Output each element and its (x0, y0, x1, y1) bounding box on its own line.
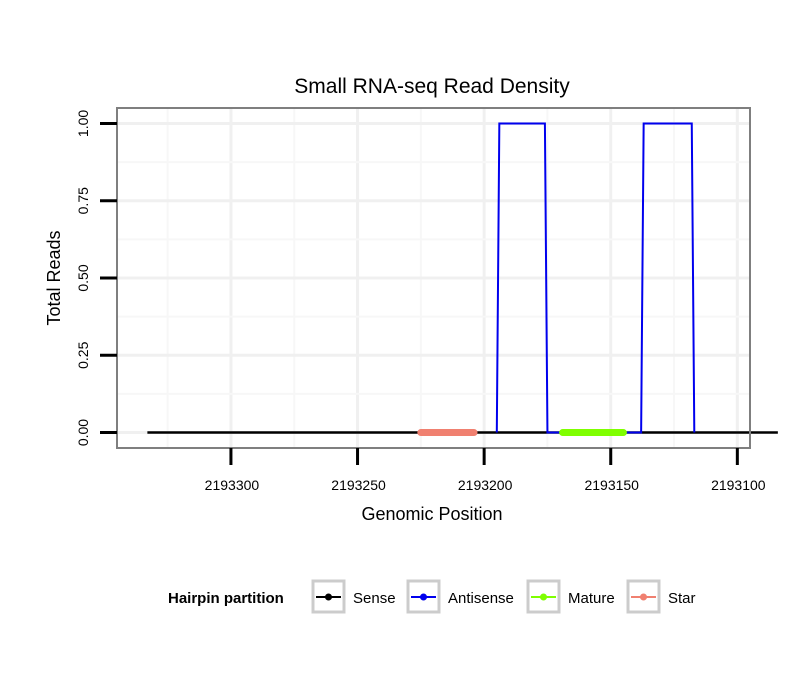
legend-item-star: Star (626, 579, 696, 614)
y-tick-label: 0.50 (75, 264, 91, 291)
y-tick-label: 0.75 (75, 187, 91, 214)
y-tick-label: 1.00 (75, 110, 91, 137)
legend-item-label: Sense (353, 590, 396, 607)
x-tick-label: 2193100 (711, 477, 766, 493)
x-tick-label: 2193300 (205, 477, 260, 493)
legend-key-point (540, 593, 547, 601)
legend-item-label: Star (668, 590, 696, 607)
legend-title: Hairpin partition (168, 590, 284, 607)
x-axis-label: Genomic Position (361, 504, 502, 524)
y-tick-label: 0.00 (75, 419, 91, 446)
legend-item-label: Mature (568, 590, 615, 607)
legend-item-antisense: Antisense (406, 579, 514, 614)
x-tick-label: 2193150 (584, 477, 639, 493)
chart-title: Small RNA-seq Read Density (294, 75, 570, 98)
legend-key-point (420, 593, 427, 601)
y-axis: 0.00 0.25 0.50 0.75 1.00 (75, 110, 117, 446)
legend: Hairpin partition Sense Antisense Mature St… (168, 579, 696, 614)
legend-key-point (640, 593, 647, 601)
legend-item-mature: Mature (526, 579, 615, 614)
series-layer (147, 122, 778, 437)
legend-item-label: Antisense (448, 590, 514, 607)
x-tick-label: 2193200 (458, 477, 513, 493)
legend-key-point (325, 593, 332, 601)
legend-item-sense: Sense (311, 579, 396, 614)
x-tick-label: 2193250 (331, 477, 386, 493)
y-tick-label: 0.25 (75, 341, 91, 368)
y-axis-label: Total Reads (44, 230, 64, 325)
x-axis: 2193300 2193250 2193200 2193150 2193100 (205, 448, 766, 493)
